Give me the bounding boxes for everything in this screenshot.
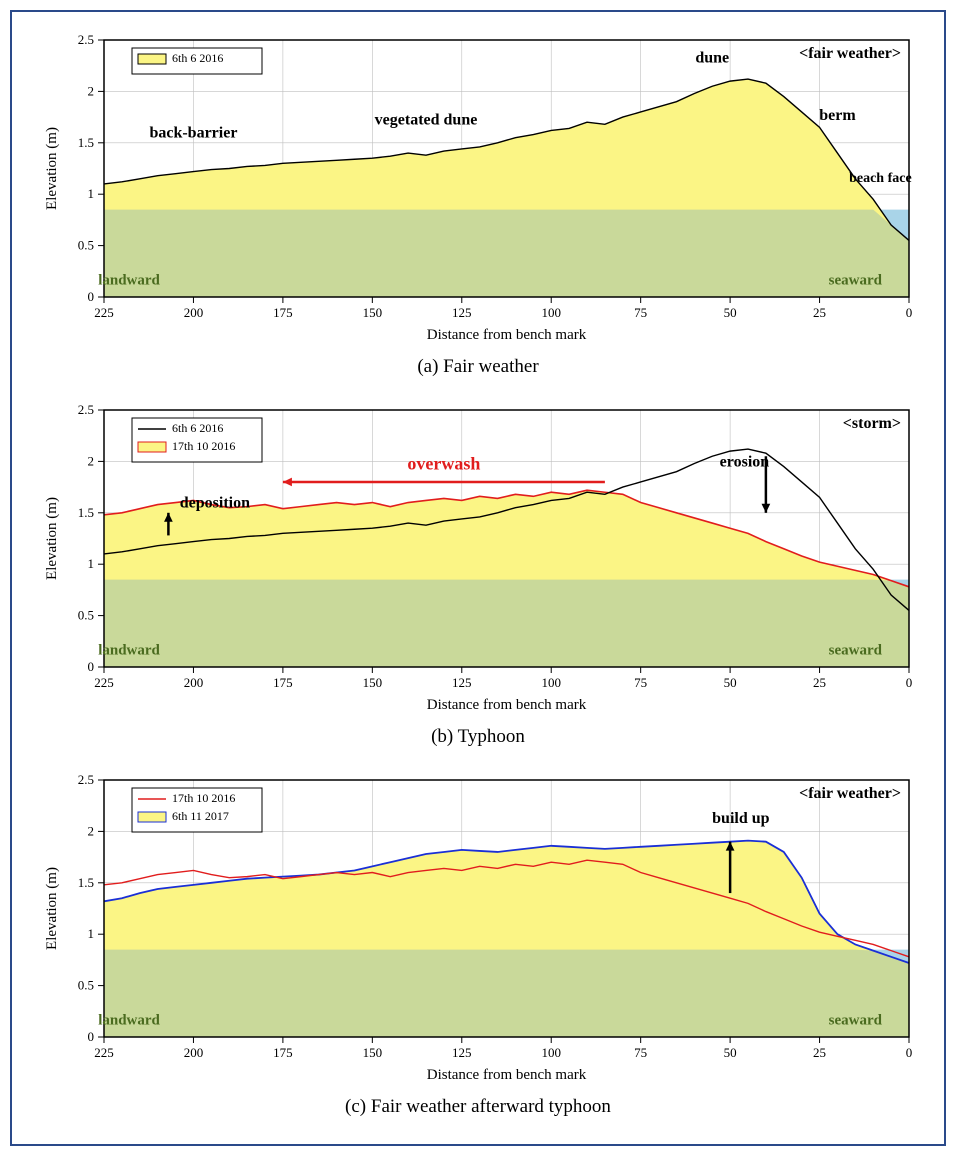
svg-text:50: 50 bbox=[724, 1045, 737, 1060]
svg-text:2.5: 2.5 bbox=[78, 402, 94, 417]
svg-text:125: 125 bbox=[452, 305, 472, 320]
svg-text:225: 225 bbox=[94, 305, 114, 320]
annotation-text: landward bbox=[98, 1013, 160, 1029]
legend-label: 6th 6 2016 bbox=[172, 421, 223, 435]
x-axis-label: Distance from bench mark bbox=[427, 697, 587, 713]
svg-text:0: 0 bbox=[88, 659, 95, 674]
svg-text:25: 25 bbox=[813, 305, 826, 320]
svg-text:0.5: 0.5 bbox=[78, 238, 94, 253]
svg-text:1: 1 bbox=[88, 186, 95, 201]
annotation-text: overwash bbox=[407, 454, 480, 474]
svg-text:175: 175 bbox=[273, 305, 293, 320]
panel-corner-label: <storm> bbox=[843, 415, 901, 432]
svg-text:25: 25 bbox=[813, 675, 826, 690]
land-band bbox=[104, 580, 909, 667]
svg-text:150: 150 bbox=[363, 675, 383, 690]
legend-label: 17th 10 2016 bbox=[172, 439, 235, 453]
legend-label: 6th 11 2017 bbox=[172, 809, 229, 823]
annotation-text: back-barrier bbox=[149, 125, 237, 142]
legend-label: 17th 10 2016 bbox=[172, 791, 235, 805]
svg-text:0: 0 bbox=[88, 1029, 95, 1044]
svg-text:2.5: 2.5 bbox=[78, 772, 94, 787]
y-axis-label: Elevation (m) bbox=[44, 867, 60, 950]
svg-text:2: 2 bbox=[88, 453, 95, 468]
figure-frame: 225200175150125100755025000.511.522.5Dis… bbox=[10, 10, 946, 1146]
svg-text:0: 0 bbox=[906, 305, 913, 320]
svg-text:0: 0 bbox=[906, 1045, 913, 1060]
svg-text:225: 225 bbox=[94, 1045, 114, 1060]
annotation-text: landward bbox=[98, 273, 160, 289]
panel-wrapper: 225 200 175 150 125 100 75 50 25 0 0 0.5 1 1.5 2 2.5 Dis… bbox=[24, 762, 932, 1118]
svg-text:1: 1 bbox=[88, 926, 95, 941]
svg-text:1.5: 1.5 bbox=[78, 875, 94, 890]
chart-panel: 225 200 175 150 125 100 75 50 25 0 0 0.5 1 1.5 2 2.5 Dis… bbox=[24, 392, 934, 722]
chart-panel: 225 200 175 150 125 100 75 50 25 0 0 0.5 1 1.5 2 2.5 Dis… bbox=[24, 22, 934, 352]
land-band bbox=[104, 950, 909, 1037]
chart-panel: 225 200 175 150 125 100 75 50 25 0 0 0.5 1 1.5 2 2.5 Dis… bbox=[24, 762, 934, 1092]
svg-text:100: 100 bbox=[541, 675, 561, 690]
svg-text:0.5: 0.5 bbox=[78, 608, 94, 623]
svg-text:200: 200 bbox=[184, 675, 204, 690]
annotation-text: seaward bbox=[829, 273, 883, 289]
svg-text:1: 1 bbox=[88, 556, 95, 571]
svg-text:1.5: 1.5 bbox=[78, 505, 94, 520]
svg-text:150: 150 bbox=[363, 1045, 383, 1060]
annotation-text: seaward bbox=[829, 643, 883, 659]
svg-text:75: 75 bbox=[634, 1045, 647, 1060]
annotation-text: vegetated dune bbox=[375, 111, 478, 128]
land-band bbox=[104, 210, 909, 297]
svg-text:75: 75 bbox=[634, 305, 647, 320]
annotation-text: beach face bbox=[849, 171, 912, 186]
svg-text:50: 50 bbox=[724, 305, 737, 320]
x-axis-label: Distance from bench mark bbox=[427, 1067, 587, 1083]
annotation-text: seaward bbox=[829, 1013, 883, 1029]
panel-caption: (a) Fair weather bbox=[24, 356, 932, 378]
svg-text:225: 225 bbox=[94, 675, 114, 690]
svg-text:25: 25 bbox=[813, 1045, 826, 1060]
svg-text:200: 200 bbox=[184, 305, 204, 320]
svg-text:125: 125 bbox=[452, 675, 472, 690]
panel-corner-label: <fair weather> bbox=[799, 45, 901, 62]
annotation-text: build up bbox=[712, 810, 769, 827]
svg-text:100: 100 bbox=[541, 305, 561, 320]
svg-text:2: 2 bbox=[88, 823, 95, 838]
svg-text:0.5: 0.5 bbox=[78, 978, 94, 993]
svg-text:100: 100 bbox=[541, 1045, 561, 1060]
svg-text:75: 75 bbox=[634, 675, 647, 690]
panel-caption: (c) Fair weather afterward typhoon bbox=[24, 1096, 932, 1118]
annotation-text: deposition bbox=[180, 495, 250, 512]
svg-text:50: 50 bbox=[724, 675, 737, 690]
svg-text:1.5: 1.5 bbox=[78, 135, 94, 150]
svg-text:125: 125 bbox=[452, 1045, 472, 1060]
svg-text:175: 175 bbox=[273, 1045, 293, 1060]
y-axis-label: Elevation (m) bbox=[44, 497, 60, 580]
annotation-text: dune bbox=[695, 50, 729, 67]
svg-text:150: 150 bbox=[363, 305, 383, 320]
legend-label: 6th 6 2016 bbox=[172, 51, 223, 65]
svg-text:2.5: 2.5 bbox=[78, 32, 94, 47]
annotation-text: erosion bbox=[720, 454, 770, 471]
x-axis-label: Distance from bench mark bbox=[427, 327, 587, 343]
panel-caption: (b) Typhoon bbox=[24, 726, 932, 748]
svg-text:0: 0 bbox=[906, 675, 913, 690]
panel-corner-label: <fair weather> bbox=[799, 785, 901, 802]
annotation-text: berm bbox=[819, 107, 856, 124]
annotation-text: landward bbox=[98, 643, 160, 659]
panel-wrapper: 225 200 175 150 125 100 75 50 25 0 0 0.5 1 1.5 2 2.5 Dis… bbox=[24, 392, 932, 748]
svg-text:2: 2 bbox=[88, 83, 95, 98]
svg-text:175: 175 bbox=[273, 675, 293, 690]
y-axis-label: Elevation (m) bbox=[44, 127, 60, 210]
svg-text:0: 0 bbox=[88, 289, 95, 304]
svg-text:200: 200 bbox=[184, 1045, 204, 1060]
panel-wrapper: 225 200 175 150 125 100 75 50 25 0 0 0.5 1 1.5 2 2.5 Dis… bbox=[24, 22, 932, 378]
